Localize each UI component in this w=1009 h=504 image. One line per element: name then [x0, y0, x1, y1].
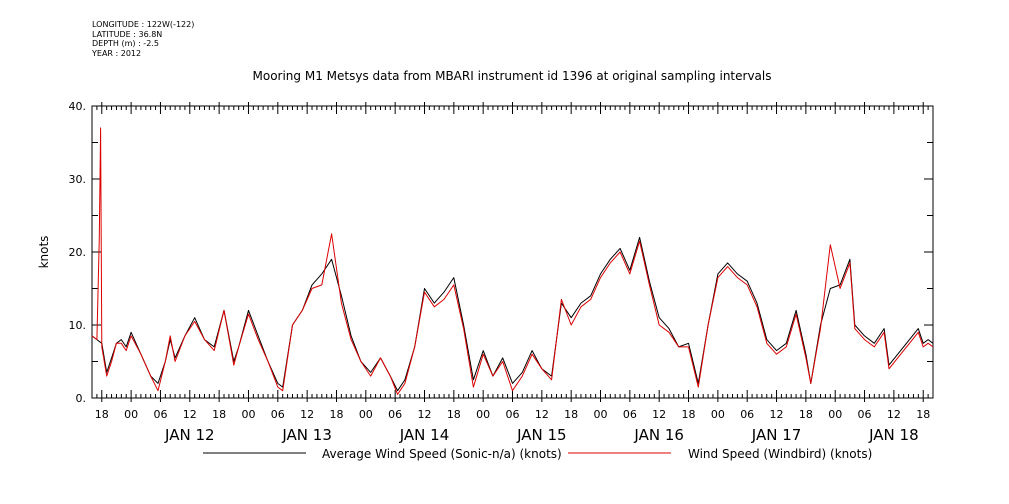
legend: Average Wind Speed (Sonic-n/a) (knots) W…: [203, 447, 872, 461]
x-hour-tick-label: 18: [564, 408, 578, 421]
y-axis-label: knots: [37, 236, 51, 269]
x-day-label: JAN 18: [868, 426, 919, 444]
x-hour-tick-label: 06: [271, 408, 285, 421]
x-hour-tick-label: 18: [329, 408, 343, 421]
x-hour-tick-label: 06: [506, 408, 520, 421]
x-hour-tick-label: 00: [594, 408, 608, 421]
y-tick-label: 20.: [69, 246, 87, 259]
x-hour-tick-label: 18: [799, 408, 813, 421]
x-hour-tick-label: 18: [682, 408, 696, 421]
x-hour-tick-label: 06: [740, 408, 754, 421]
x-hour-tick-label: 12: [183, 408, 197, 421]
legend-label-average-wind-speed: Average Wind Speed (Sonic-n/a) (knots): [322, 447, 562, 461]
x-hour-tick-label: 00: [711, 408, 725, 421]
y-tick-label: 30.: [69, 173, 87, 186]
x-hour-tick-label: 18: [212, 408, 226, 421]
series-line-average-wind-speed: [91, 236, 934, 392]
latitude-label: LATITUDE : 36.8N: [92, 29, 163, 39]
x-hour-tick-label: 00: [241, 408, 255, 421]
x-hour-tick-label: 00: [124, 408, 138, 421]
x-day-label: JAN 12: [164, 426, 215, 444]
x-hour-tick-label: 18: [95, 408, 109, 421]
y-tick-label: 40.: [69, 100, 87, 113]
x-day-label: JAN 17: [751, 426, 802, 444]
plot-frame: [91, 105, 934, 399]
legend-label-windbird-wind-speed: Wind Speed (Windbird) (knots): [688, 447, 872, 461]
x-hour-tick-label: 00: [828, 408, 842, 421]
y-tick-label: 10.: [69, 319, 87, 332]
year-label: YEAR : 2012: [92, 48, 142, 58]
longitude-label: LONGITUDE : 122W(-122): [92, 20, 195, 29]
x-hour-tick-label: 12: [652, 408, 666, 421]
y-tick-label: 0.: [76, 392, 87, 405]
x-day-label: JAN 15: [516, 426, 567, 444]
x-hour-tick-label: 12: [770, 408, 784, 421]
x-day-label: JAN 13: [281, 426, 332, 444]
x-hour-tick-label: 12: [887, 408, 901, 421]
metadata-block: LONGITUDE : 122W(-122) LATITUDE : 36.8N …: [92, 20, 194, 58]
x-hour-tick-label: 00: [476, 408, 490, 421]
x-hour-tick-label: 06: [153, 408, 167, 421]
x-hour-tick-label: 00: [359, 408, 373, 421]
axes-layer: 0. 10. 20. 30. 40. 18 00 06 12 18 00 06 12 18 00 06 12 18…: [69, 100, 934, 444]
x-hour-tick-label: 12: [417, 408, 431, 421]
x-hour-tick-label: 06: [623, 408, 637, 421]
x-hour-tick-label: 12: [300, 408, 314, 421]
x-hour-tick-label: 18: [916, 408, 930, 421]
x-day-label: JAN 14: [399, 426, 450, 444]
x-hour-tick-label: 18: [447, 408, 461, 421]
x-hour-tick-label: 12: [535, 408, 549, 421]
depth-label: DEPTH (m) : -2.5: [92, 39, 159, 48]
series-layer: [91, 127, 934, 395]
chart-title: Mooring M1 Metsys data from MBARI instru…: [253, 69, 772, 83]
series-line-windbird-wind-speed: [91, 127, 934, 395]
x-hour-tick-label: 06: [858, 408, 872, 421]
x-hour-tick-label: 06: [388, 408, 402, 421]
x-day-label: JAN 16: [633, 426, 684, 444]
